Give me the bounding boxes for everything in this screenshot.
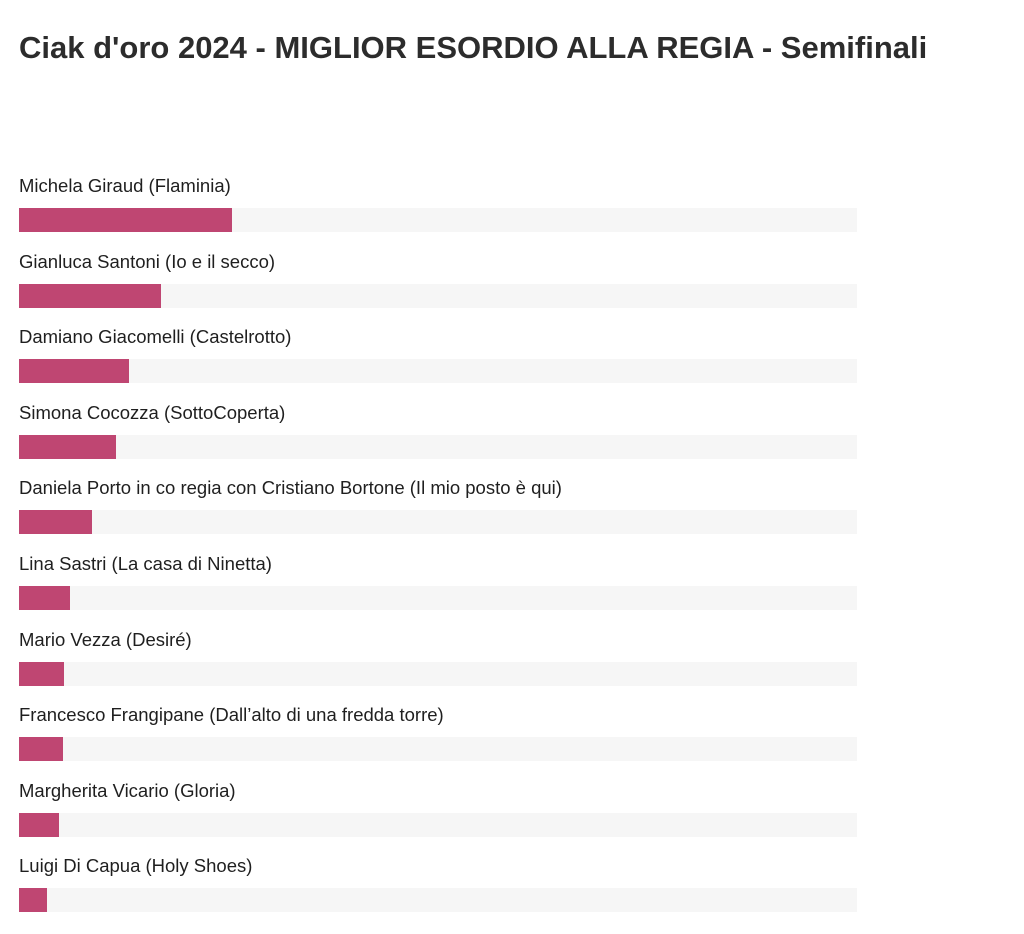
horizontal-bar-chart: Michela Giraud (Flaminia) Gianluca Santon… bbox=[19, 174, 857, 930]
bar-track bbox=[19, 888, 857, 912]
bar-track bbox=[19, 359, 857, 383]
bar-label: Mario Vezza (Desiré) bbox=[19, 628, 192, 652]
chart-row: Luigi Di Capua (Holy Shoes) bbox=[19, 854, 857, 930]
bar-track bbox=[19, 813, 857, 837]
bar-label: Francesco Frangipane (Dall’alto di una f… bbox=[19, 703, 444, 727]
bar-track bbox=[19, 284, 857, 308]
chart-row: Damiano Giacomelli (Castelrotto) bbox=[19, 325, 857, 401]
chart-row: Mario Vezza (Desiré) bbox=[19, 628, 857, 704]
bar-track bbox=[19, 737, 857, 761]
chart-row: Simona Cocozza (SottoCoperta) bbox=[19, 401, 857, 477]
bar-track bbox=[19, 208, 857, 232]
chart-row: Lina Sastri (La casa di Ninetta) bbox=[19, 552, 857, 628]
chart-row: Gianluca Santoni (Io e il secco) bbox=[19, 250, 857, 326]
bar-label: Michela Giraud (Flaminia) bbox=[19, 174, 231, 198]
bar bbox=[19, 359, 129, 383]
bar bbox=[19, 737, 63, 761]
bar bbox=[19, 888, 47, 912]
bar bbox=[19, 662, 64, 686]
bar bbox=[19, 208, 232, 232]
bar bbox=[19, 284, 161, 308]
bar bbox=[19, 586, 70, 610]
bar-track bbox=[19, 510, 857, 534]
bar-track bbox=[19, 662, 857, 686]
chart-row: Daniela Porto in co regia con Cristiano … bbox=[19, 476, 857, 552]
bar-label: Gianluca Santoni (Io e il secco) bbox=[19, 250, 275, 274]
bar-label: Lina Sastri (La casa di Ninetta) bbox=[19, 552, 272, 576]
chart-row: Michela Giraud (Flaminia) bbox=[19, 174, 857, 250]
page-title: Ciak d'oro 2024 - MIGLIOR ESORDIO ALLA R… bbox=[19, 26, 927, 70]
bar bbox=[19, 435, 116, 459]
bar-label: Damiano Giacomelli (Castelrotto) bbox=[19, 325, 291, 349]
bar-label: Daniela Porto in co regia con Cristiano … bbox=[19, 476, 562, 500]
bar-label: Simona Cocozza (SottoCoperta) bbox=[19, 401, 285, 425]
bar-label: Luigi Di Capua (Holy Shoes) bbox=[19, 854, 252, 878]
chart-row: Margherita Vicario (Gloria) bbox=[19, 779, 857, 855]
bar-track bbox=[19, 586, 857, 610]
bar-track bbox=[19, 435, 857, 459]
bar bbox=[19, 510, 92, 534]
bar-label: Margherita Vicario (Gloria) bbox=[19, 779, 236, 803]
chart-row: Francesco Frangipane (Dall’alto di una f… bbox=[19, 703, 857, 779]
bar bbox=[19, 813, 59, 837]
